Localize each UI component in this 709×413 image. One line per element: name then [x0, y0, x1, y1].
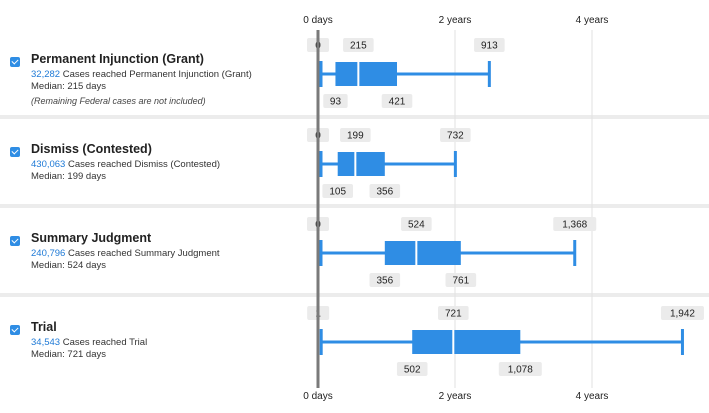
- row-title: Permanent Injunction (Grant): [31, 52, 204, 66]
- median-label-bg: [438, 306, 469, 320]
- q1-label: 502: [404, 365, 421, 376]
- median-label-bg: [340, 128, 371, 142]
- axis-tick-label-top: 0 days: [303, 15, 333, 26]
- case-count-text: Cases reached Summary Judgment: [65, 248, 220, 259]
- row-count-line: 34,543 Cases reached Trial: [31, 337, 147, 348]
- axis-tick-label-bottom: 0 days: [303, 391, 333, 402]
- q3-label-bg: [498, 362, 542, 376]
- row-checkbox[interactable]: [10, 236, 20, 246]
- axis-tick-label-bottom: 4 years: [575, 391, 609, 402]
- q1-label: 93: [330, 97, 342, 108]
- median-text: Median: 524 days: [31, 260, 106, 271]
- axis-tick-label-top: 2 years: [438, 15, 472, 26]
- row-checkbox[interactable]: [10, 147, 20, 157]
- case-count-text: Cases reached Trial: [60, 337, 148, 348]
- row-title: Dismiss (Contested): [31, 142, 152, 156]
- row-count-line: 240,796 Cases reached Summary Judgment: [31, 248, 220, 259]
- max-label-bg: [440, 128, 471, 142]
- row-separator: [0, 204, 709, 208]
- median-label-bg: [401, 217, 432, 231]
- q1-label-bg: [323, 94, 348, 108]
- row-title: Trial: [31, 320, 57, 334]
- footnote: (Remaining Federal cases are not include…: [31, 96, 206, 106]
- q3-label: 356: [376, 187, 393, 198]
- max-label: 913: [481, 41, 498, 52]
- row-checkbox[interactable]: [10, 325, 20, 335]
- iqr-box: [337, 152, 385, 176]
- row-count-line: 32,282 Cases reached Permanent Injunctio…: [31, 69, 252, 80]
- row-checkbox[interactable]: [10, 57, 20, 67]
- case-count-link[interactable]: 240,796: [31, 248, 66, 259]
- q3-label: 421: [389, 97, 406, 108]
- case-count-link[interactable]: 32,282: [31, 69, 61, 80]
- q3-label-bg: [369, 184, 401, 198]
- median-label: 215: [350, 41, 367, 52]
- median-text: Median: 199 days: [31, 171, 106, 182]
- axis-tick-label-top: 4 years: [575, 15, 609, 26]
- row-separator: [0, 115, 709, 119]
- median-text: Median: 721 days: [31, 349, 106, 360]
- max-label: 1,942: [670, 309, 695, 320]
- max-label: 732: [447, 131, 464, 142]
- case-count-link[interactable]: 34,543: [31, 337, 61, 348]
- max-label-bg: [474, 38, 505, 52]
- q3-label-bg: [445, 273, 477, 287]
- median-label: 524: [408, 220, 425, 231]
- q3-label: 1,078: [508, 365, 533, 376]
- max-label-bg: [660, 306, 704, 320]
- median-label-bg: [343, 38, 374, 52]
- q3-label: 761: [452, 276, 469, 287]
- iqr-box: [384, 241, 461, 265]
- median-label: 721: [445, 309, 462, 320]
- iqr-box: [412, 330, 521, 354]
- case-count-text: Cases reached Dismiss (Contested): [65, 159, 221, 170]
- row-title: Summary Judgment: [31, 231, 152, 245]
- q1-label-bg: [369, 273, 401, 287]
- max-label: 1,368: [562, 220, 587, 231]
- median-label: 199: [347, 131, 364, 142]
- max-label-bg: [553, 217, 597, 231]
- case-count-text: Cases reached Permanent Injunction (Gran…: [60, 69, 252, 80]
- q1-label-bg: [322, 184, 354, 198]
- q1-label-bg: [396, 362, 428, 376]
- q3-label-bg: [381, 94, 413, 108]
- case-count-link[interactable]: 430,063: [31, 159, 66, 170]
- iqr-box: [335, 62, 398, 86]
- q1-label: 356: [376, 276, 393, 287]
- row-count-line: 430,063 Cases reached Dismiss (Contested…: [31, 159, 220, 170]
- median-text: Median: 215 days: [31, 81, 106, 92]
- row-separator: [0, 293, 709, 297]
- axis-tick-label-bottom: 2 years: [438, 391, 472, 402]
- q1-label: 105: [329, 187, 346, 198]
